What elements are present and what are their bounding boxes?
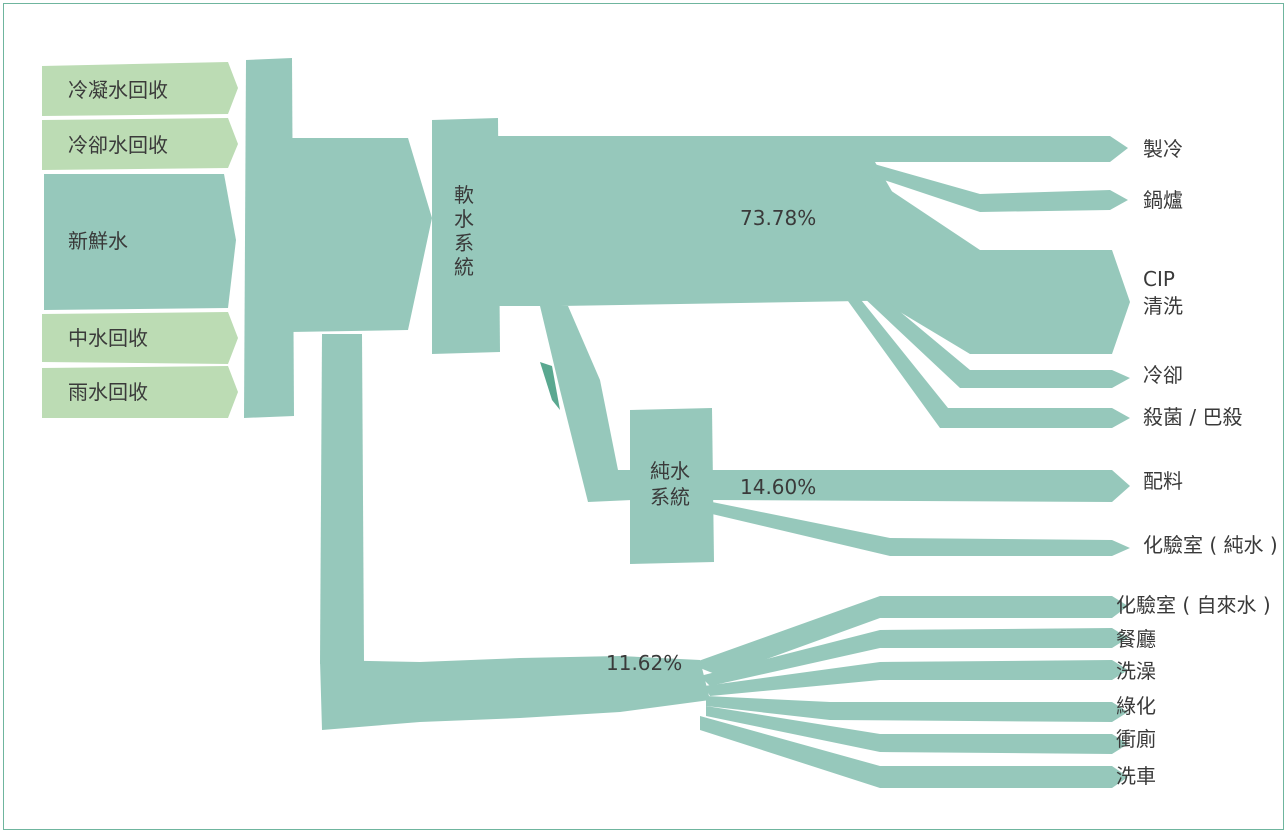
flow-to-soft: [290, 138, 432, 332]
flow-refrigeration: [700, 136, 1128, 162]
label-cooling: 冷卻: [1143, 363, 1183, 387]
source-label-rain: 雨水回收: [68, 380, 148, 404]
pct-pure: 14.60%: [740, 475, 816, 499]
pct-tap: 11.62%: [606, 651, 682, 675]
flow-canteen: [700, 628, 1128, 686]
source-condensate: 冷凝水回收: [42, 62, 238, 116]
flow-cooling-out: [845, 270, 1130, 388]
flow-tap-horizontal: [320, 656, 710, 730]
flow-soft-to-pure: [540, 306, 632, 502]
pure-label-2: 系統: [650, 485, 690, 509]
label-carwash: 洗車: [1116, 764, 1156, 788]
node-soft-water: [432, 118, 500, 354]
label-boiler: 鍋爐: [1143, 188, 1183, 212]
source-label-fresh: 新鮮水: [68, 229, 128, 253]
flow-lab-pure: [712, 502, 1130, 556]
flow-sterilize: [840, 280, 1130, 428]
source-cooling: 冷卻水回收: [42, 118, 238, 170]
label-lab-tap: 化驗室 ( 自來水 ): [1116, 593, 1271, 617]
pct-soft: 73.78%: [740, 206, 816, 230]
pure-label-1: 純水: [650, 459, 690, 483]
source-label-condensate: 冷凝水回收: [68, 78, 168, 102]
label-cip-2: 清洗: [1143, 294, 1183, 318]
source-label-grey: 中水回收: [68, 326, 148, 350]
flow-boiler: [860, 160, 1128, 212]
source-label-cooling: 冷卻水回收: [68, 133, 168, 157]
label-sterilize: 殺菌 / 巴殺: [1143, 405, 1242, 429]
flow-soft-main: [498, 136, 920, 306]
node-pure-water: [630, 408, 714, 564]
flow-tap-vertical: [320, 334, 364, 664]
label-lab-pure: 化驗室 ( 純水 ): [1143, 533, 1278, 557]
label-refrigeration: 製冷: [1143, 137, 1183, 161]
flow-batching: [712, 470, 1130, 502]
soft-label-1: 軟: [454, 183, 474, 207]
collector-bar: [244, 58, 294, 418]
label-toilet: 衝廁: [1116, 727, 1156, 751]
source-rain: 雨水回收: [42, 366, 238, 418]
soft-label-3: 系: [454, 231, 474, 255]
flow-lab-tap: [690, 596, 1128, 676]
flow-cip: [860, 170, 1130, 354]
label-canteen: 餐廳: [1116, 627, 1156, 651]
label-greening: 綠化: [1116, 694, 1156, 718]
label-cip-1: CIP: [1143, 267, 1175, 291]
label-shower: 洗澡: [1116, 659, 1156, 683]
source-grey: 中水回收: [42, 312, 238, 364]
soft-label-2: 水: [454, 207, 474, 231]
soft-label-4: 統: [454, 255, 474, 279]
flow-carwash: [700, 716, 1128, 788]
source-fresh: 新鮮水: [44, 174, 236, 310]
label-batching: 配料: [1143, 469, 1183, 493]
flow-shower: [704, 660, 1128, 696]
flow-greening: [706, 696, 1128, 722]
flow-shade: [540, 362, 560, 410]
flow-toilet: [706, 706, 1128, 754]
